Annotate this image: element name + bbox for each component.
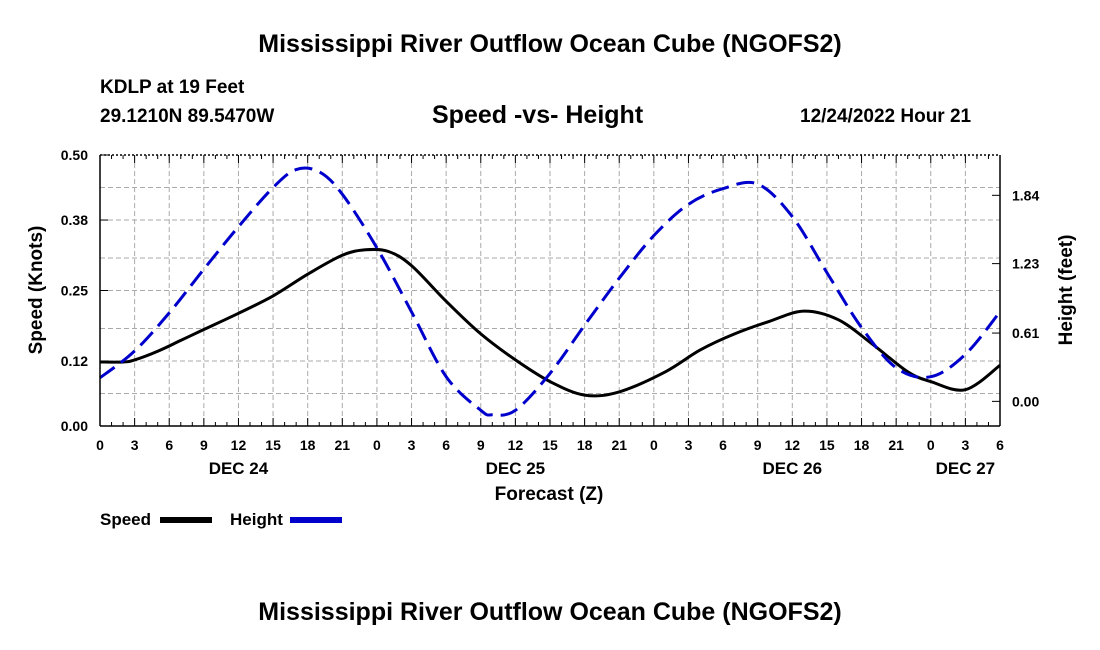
day-label: DEC 27 [936,459,996,478]
day-label: DEC 24 [209,459,269,478]
forecast-datetime: 12/24/2022 Hour 21 [800,106,972,127]
x-tick-label: 18 [300,437,316,453]
y2-tick-label: 1.84 [1012,187,1039,203]
chart-title: Mississippi River Outflow Ocean Cube (NG… [258,30,842,58]
legend-speed-swatch [160,517,212,523]
speed-height-chart: Forecast (Z) Speed (Knots) Height (feet)… [26,147,1077,505]
x-tick-label: 12 [508,437,524,453]
station-label: KDLP at 19 Feet [100,77,245,98]
legend-speed-label: Speed [100,510,152,529]
y-tick-label: 0.50 [61,147,88,163]
x-tick-label: 18 [854,437,870,453]
y-tick-label: 0.38 [61,212,88,228]
x-tick-label: 6 [719,437,727,453]
x-tick-label: 3 [685,437,693,453]
x-tick-label: 3 [408,437,416,453]
legend-height-label: Height [230,510,283,529]
x-tick-label: 15 [819,437,835,453]
y-tick-label: 0.00 [61,418,88,434]
x-tick-label: 0 [927,437,935,453]
y-axis-title: Speed (Knots) [26,226,47,355]
legend-height-swatch [290,517,342,523]
x-tick-label: 3 [131,437,139,453]
x-tick-label: 9 [754,437,762,453]
x-tick-label: 21 [888,437,904,453]
x-tick-label: 6 [996,437,1004,453]
coordinates-label: 29.1210N 89.5470W [100,106,275,127]
y2-tick-label: 0.00 [1012,393,1039,409]
y-tick-label: 0.25 [61,283,88,299]
x-tick-label: 15 [265,437,281,453]
y2-tick-label: 0.61 [1012,325,1039,341]
x-tick-label: 0 [373,437,381,453]
chart-subtitle: Speed -vs- Height [432,101,644,129]
y-tick-label: 0.12 [61,353,88,369]
x-tick-label: 15 [542,437,558,453]
x-tick-label: 12 [231,437,247,453]
x-tick-label: 6 [165,437,173,453]
x-tick-label: 0 [650,437,658,453]
axes-layer [99,154,1001,427]
series-line-speed [99,247,1001,398]
y2-axis-title: Height (feet) [1056,235,1077,346]
y2-tick-label: 1.23 [1012,256,1039,272]
label-layer: Forecast (Z) Speed (Knots) Height (feet)… [26,147,1077,505]
series-layer [99,166,1002,417]
x-tick-label: 18 [577,437,593,453]
day-label: DEC 26 [763,459,823,478]
x-tick-label: 6 [442,437,450,453]
series-line-height [99,166,1002,417]
footer-title: Mississippi River Outflow Ocean Cube (NG… [258,598,842,626]
x-tick-label: 9 [477,437,485,453]
x-axis-title: Forecast (Z) [495,484,604,505]
x-tick-label: 21 [335,437,351,453]
x-tick-label: 12 [785,437,801,453]
x-tick-label: 9 [200,437,208,453]
day-label: DEC 25 [486,459,546,478]
grid-layer [100,155,1000,426]
x-tick-label: 3 [961,437,969,453]
x-tick-label: 0 [96,437,104,453]
x-tick-label: 21 [611,437,627,453]
